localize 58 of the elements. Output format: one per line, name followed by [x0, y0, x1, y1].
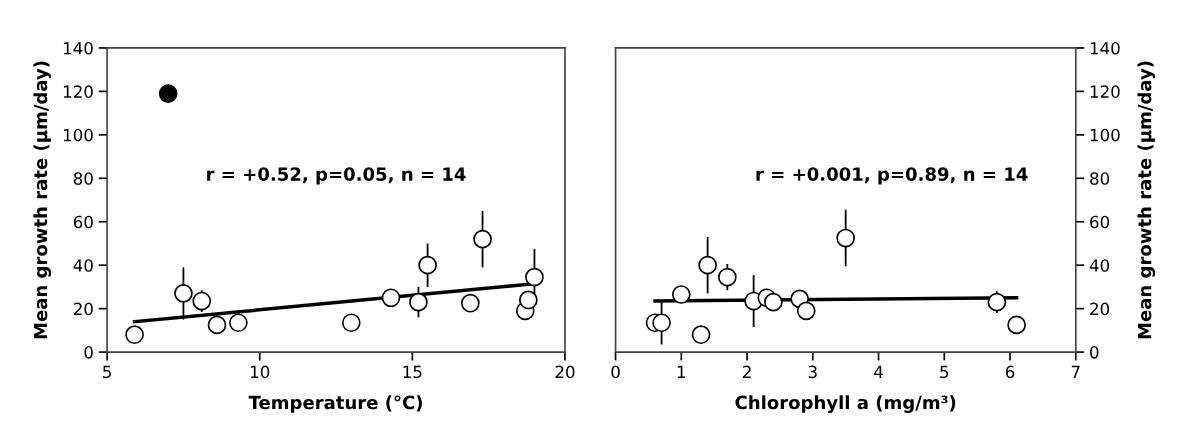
point	[836, 228, 856, 248]
point	[207, 315, 227, 335]
y-tick-label: 60	[73, 215, 93, 229]
point	[192, 291, 212, 311]
y2-tick-label: 80	[1090, 172, 1110, 185]
x-tick-label: 7	[1071, 365, 1080, 378]
point	[717, 267, 737, 287]
point	[671, 285, 691, 304]
x-tick-label: 5	[103, 365, 111, 379]
annotation: r = +0.52, p=0.05, n = 14	[207, 167, 466, 185]
y2-tick-label: 20	[1090, 302, 1110, 316]
x-tick-label: 5	[940, 365, 949, 379]
x-tick-label: 3	[808, 365, 817, 379]
x-tick-label: 0	[611, 365, 620, 379]
y-tick-label: 80	[73, 172, 93, 185]
point	[125, 325, 144, 345]
y2-axis-title: Mean growth rate (µm/day)	[1137, 61, 1156, 339]
point	[987, 292, 1007, 312]
y-tick-label: 120	[63, 85, 93, 98]
point	[691, 325, 711, 345]
point	[518, 290, 538, 310]
x-tick-label: 6	[1005, 365, 1015, 379]
y2-tick-label: 100	[1090, 128, 1120, 142]
y-tick-label: 40	[73, 259, 93, 272]
y2-tick-label: 40	[1089, 259, 1110, 272]
y2-tick-label: 140	[1090, 41, 1120, 55]
point	[460, 293, 480, 313]
y-tick-label: 100	[63, 128, 93, 142]
point	[473, 229, 492, 249]
point	[158, 84, 178, 103]
y2-tick-label: 60	[1090, 215, 1110, 229]
point	[525, 267, 544, 287]
point	[796, 301, 816, 321]
point	[764, 292, 783, 312]
annotation: r = +0.001, p=0.89, n = 14	[756, 167, 1028, 185]
point	[174, 284, 193, 303]
x-tick-label: 15	[403, 365, 422, 379]
x-tick-label: 20	[555, 365, 575, 379]
point	[229, 313, 248, 333]
x-tick-label: 2	[742, 365, 751, 378]
point	[652, 313, 671, 333]
y2-tick-label: 120	[1090, 85, 1120, 98]
x-tick-label: 4	[874, 365, 883, 378]
y-tick-label: 140	[63, 41, 93, 55]
y2-tick-label: 0	[1090, 346, 1099, 359]
x-axis-title: Chlorophyll a (mg/m³)	[735, 395, 956, 413]
point	[409, 292, 428, 312]
x-axis-title: Temperature (°C)	[248, 395, 422, 413]
point	[418, 255, 437, 275]
point	[341, 313, 361, 333]
point	[1007, 315, 1026, 335]
point	[698, 255, 717, 275]
y-axis-title: Mean growth rate (µm/day)	[33, 61, 51, 339]
x-tick-label: 10	[250, 365, 270, 379]
x-tick-label: 1	[677, 365, 686, 378]
y-tick-label: 0	[84, 346, 93, 359]
point	[381, 288, 401, 308]
y-tick-label: 20	[73, 302, 93, 316]
